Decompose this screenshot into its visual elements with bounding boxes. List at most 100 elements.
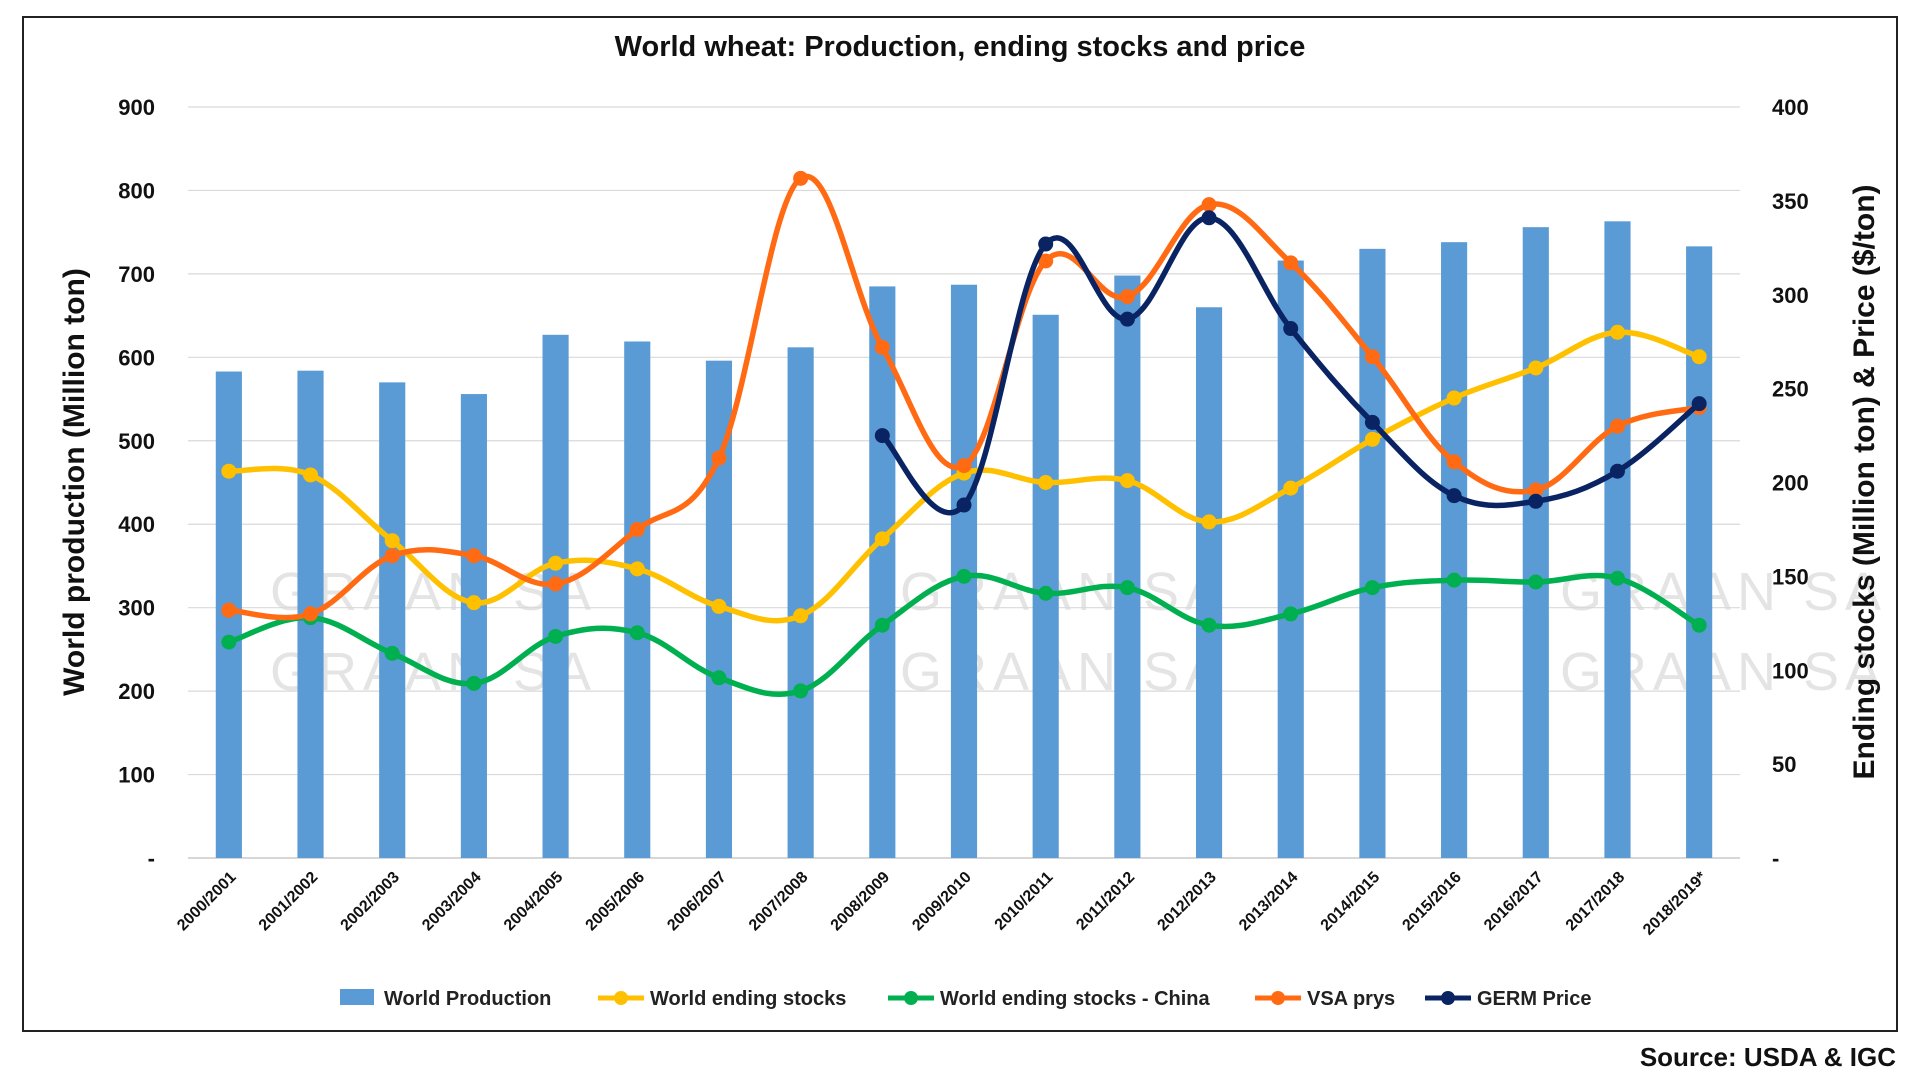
point-germ-price [1038,236,1054,252]
point-vsa-prys [1119,289,1135,305]
legend-label: World Production [384,988,551,1010]
bar [1441,242,1468,858]
y-axis-left-title: World production (Million ton) [58,268,91,696]
point-world-ending-stocks [548,555,564,571]
point-world-ending-stocks-china [711,670,727,686]
legend-marker [904,991,918,1005]
x-tick-label: 2004/2005 [501,869,567,935]
x-tick-label: 2007/2008 [746,869,812,935]
legend-label: World ending stocks - China [940,988,1211,1010]
x-tick-label: 2013/2014 [1236,869,1302,935]
bar [1604,221,1631,858]
point-germ-price [1364,414,1380,430]
point-germ-price [1609,463,1625,479]
y-left-tick-label: 600 [118,345,155,370]
y-left-tick-label: 300 [118,596,155,621]
point-germ-price [1283,321,1299,337]
bar [542,334,569,858]
y-left-tick-label: 800 [118,178,155,203]
bar [1195,307,1223,858]
point-world-ending-stocks [1283,480,1299,496]
line-vsa-prys [226,173,1702,621]
point-world-ending-stocks [221,463,237,479]
y-left-tick-label: 200 [118,679,155,704]
point-vsa-prys [1038,253,1054,269]
y-right-tick-label: 50 [1772,752,1796,777]
y-left-tick-label: 100 [118,763,155,788]
point-vsa-prys [793,170,809,186]
y-right-tick-label: 100 [1772,658,1809,683]
point-vsa-prys [548,576,564,592]
point-world-ending-stocks [1038,475,1054,490]
bar [1686,246,1713,858]
x-tick-label: 2014/2015 [1318,869,1384,935]
point-world-ending-stocks [1119,473,1135,489]
y-right-tick-label: 300 [1772,283,1809,308]
point-germ-price [1201,210,1217,226]
x-tick-label: 2017/2018 [1563,869,1629,935]
point-world-ending-stocks-china [793,683,809,699]
point-germ-price [956,497,972,513]
x-tick-label: 2009/2010 [909,869,975,935]
legend-marker [1271,991,1285,1005]
x-tick-label: 2006/2007 [664,869,730,935]
legend: World Production World ending stocks World… [340,988,1591,1010]
bars [215,221,1713,859]
point-vsa-prys [1446,454,1462,470]
x-tick-label: 2002/2003 [338,869,404,935]
watermark-text: GRAAN SA [900,642,1227,702]
point-world-ending-stocks [1201,514,1217,530]
legend-marker [614,991,628,1005]
y-right-tick-label: 400 [1772,95,1809,120]
y-left-tick-label: 900 [118,95,155,120]
point-world-ending-stocks [1528,360,1544,376]
bar [1522,227,1549,858]
point-world-ending-stocks-china [384,645,400,661]
point-germ-price [1691,396,1707,412]
point-world-ending-stocks [466,595,482,611]
source-note: Source: USDA & IGC [1639,1042,1896,1072]
point-world-ending-stocks-china [874,617,890,633]
y-right-tick-label: 150 [1772,564,1809,589]
point-germ-price [1528,493,1544,509]
lines [221,170,1707,699]
point-world-ending-stocks [303,467,319,483]
point-vsa-prys [629,521,645,537]
x-tick-label: 2011/2012 [1073,869,1138,934]
point-world-ending-stocks [629,561,645,577]
point-world-ending-stocks [1609,324,1625,340]
point-world-ending-stocks-china [1609,570,1625,586]
point-world-ending-stocks-china [1038,585,1054,601]
point-vsa-prys [1201,197,1217,213]
point-world-ending-stocks [1691,349,1707,365]
y-axis-right-title: Ending stocks (Million ton) & Price ($/t… [1848,184,1881,779]
point-world-ending-stocks-china [1364,580,1380,596]
x-tick-label: 2015/2016 [1399,869,1465,935]
point-world-ending-stocks-china [1528,574,1544,590]
point-vsa-prys [384,548,400,564]
x-tick-label: 2012/2013 [1154,869,1220,935]
y-left-tick-label: 400 [118,512,155,537]
point-vsa-prys [1283,255,1299,271]
x-tick-label: 2001/2002 [256,869,322,935]
legend-label: VSA prys [1307,988,1395,1010]
point-vsa-prys [874,339,890,355]
point-vsa-prys [956,458,972,474]
bar [379,382,406,858]
point-vsa-prys [303,606,319,622]
point-vsa-prys [466,548,482,564]
point-vsa-prys [221,602,237,618]
y-right-tick-label: - [1772,846,1779,871]
point-germ-price [1446,488,1462,504]
bar [624,341,651,858]
point-world-ending-stocks-china [548,628,564,644]
bar [460,394,487,858]
x-tick-label: 2003/2004 [419,869,485,935]
y-left-tick-label: 500 [118,429,155,454]
point-world-ending-stocks [793,608,809,624]
x-tick-label: 2016/2017 [1481,869,1547,935]
x-tick-label: 2010/2011 [992,869,1057,934]
x-tick-label: 2005/2006 [583,869,649,935]
y-right-tick-label: 200 [1772,471,1809,496]
